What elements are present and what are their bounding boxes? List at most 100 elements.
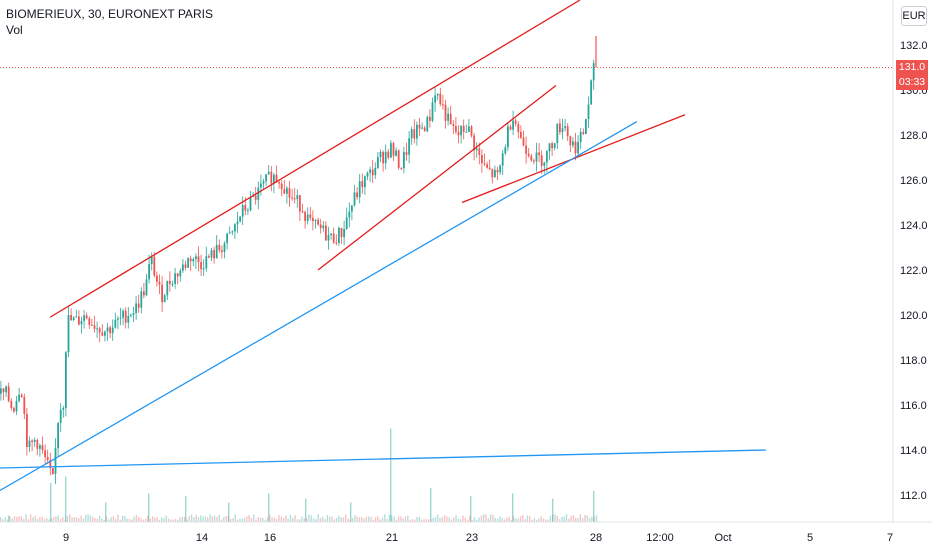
- volume-bar: [494, 517, 496, 522]
- candle-body: [15, 400, 18, 412]
- candle-body: [449, 113, 452, 125]
- candle-body: [400, 167, 403, 169]
- volume-bar: [545, 519, 547, 522]
- candle-body: [288, 188, 291, 198]
- volume-bar: [25, 514, 27, 522]
- candle-body: [486, 164, 488, 168]
- volume-bar: [292, 517, 294, 522]
- symbol-title[interactable]: BIOMERIEUX, 30, EURONEXT PARIS: [6, 7, 213, 21]
- candle-body: [257, 187, 260, 200]
- candle-body: [369, 169, 371, 173]
- candle-body: [499, 165, 501, 173]
- candle-body: [72, 317, 75, 320]
- currency-button[interactable]: EUR: [901, 6, 927, 26]
- volume-bar: [547, 519, 549, 522]
- candle-body: [301, 211, 304, 213]
- volume-bar: [34, 515, 36, 522]
- volume-bar: [588, 517, 591, 522]
- volume-bar: [400, 516, 402, 522]
- candle-body: [413, 129, 416, 139]
- price-axis[interactable]: 112.0 114.0 116.0 118.0 120.0 122.0 124.0 126.0…: [900, 40, 928, 502]
- candle-body: [540, 155, 543, 166]
- candle-body: [7, 386, 10, 401]
- candle-body: [54, 448, 57, 474]
- volume-bar: [503, 519, 506, 522]
- candle-body: [481, 154, 483, 164]
- candle-body: [353, 192, 356, 206]
- volume-bar: [149, 519, 151, 522]
- candle-body: [371, 169, 374, 176]
- volume-bar: [188, 516, 190, 522]
- candle-body: [254, 195, 257, 200]
- volume-bar: [319, 517, 322, 522]
- candle-body: [275, 174, 278, 183]
- candle-body: [197, 256, 200, 262]
- volume-bar: [133, 516, 135, 522]
- time-axis[interactable]: 9 14 16 21 23 28 12:00 Oct 5 7: [63, 532, 893, 544]
- candle-body: [247, 210, 249, 212]
- volume-bars: [0, 428, 598, 522]
- volume-bar: [209, 514, 211, 522]
- blue-trendline[interactable]: [0, 449, 767, 469]
- volume-bar: [593, 490, 595, 522]
- volume-bar: [561, 516, 563, 522]
- trendlines[interactable]: [0, 0, 767, 492]
- volume-bar: [305, 498, 307, 522]
- volume-bar: [370, 517, 372, 522]
- volume-bar: [483, 514, 485, 522]
- volume-bar: [425, 519, 427, 522]
- candle-body: [187, 258, 189, 268]
- volume-bar: [85, 514, 87, 522]
- candle-body: [431, 102, 434, 121]
- volume-bar: [213, 515, 216, 522]
- candle-body: [286, 188, 288, 194]
- candle-body: [504, 147, 507, 154]
- volume-bar: [356, 516, 358, 522]
- x-tick-label: 7: [887, 532, 893, 544]
- candle-body: [434, 95, 436, 103]
- volume-bar: [2, 519, 4, 522]
- y-tick-label: 116.0: [900, 400, 927, 412]
- candle-body: [444, 104, 447, 121]
- candle-body: [361, 181, 364, 188]
- volume-bar: [351, 517, 354, 522]
- candle-body: [218, 244, 221, 251]
- candle-body: [317, 219, 319, 225]
- candle-body: [348, 211, 351, 218]
- x-tick-label: 28: [590, 532, 602, 544]
- volume-bar: [112, 516, 115, 522]
- volume-bar: [177, 519, 179, 522]
- volume-bar: [317, 514, 319, 522]
- volume-bar: [50, 483, 52, 522]
- volume-bar: [98, 515, 101, 522]
- volume-bar: [338, 515, 340, 522]
- volume-bar: [374, 517, 377, 522]
- blue-trendline[interactable]: [0, 120, 638, 492]
- volume-label[interactable]: Vol: [6, 23, 23, 37]
- candle-body: [527, 153, 530, 156]
- volume-bar: [308, 514, 310, 522]
- volume-bar: [552, 498, 554, 522]
- volume-bar: [409, 519, 411, 522]
- candle-body: [231, 231, 234, 233]
- candle-body: [70, 315, 72, 320]
- red-trendline[interactable]: [49, 0, 581, 318]
- y-tick-label: 122.0: [900, 265, 928, 277]
- volume-bar: [476, 519, 478, 522]
- red-trendline[interactable]: [317, 84, 557, 271]
- volume-bar: [524, 519, 526, 522]
- candle-body: [153, 256, 156, 276]
- candle-body: [174, 273, 176, 284]
- volume-bar: [310, 515, 312, 522]
- volume-bar: [402, 518, 404, 522]
- volume-bar: [305, 518, 308, 522]
- candle-body: [507, 126, 509, 148]
- candle-body: [306, 214, 309, 221]
- candle-body: [267, 171, 270, 175]
- volume-bar: [236, 519, 239, 522]
- volume-bar: [526, 515, 529, 522]
- volume-bar: [315, 519, 317, 522]
- candle-body: [418, 124, 421, 129]
- volume-bar: [322, 516, 324, 522]
